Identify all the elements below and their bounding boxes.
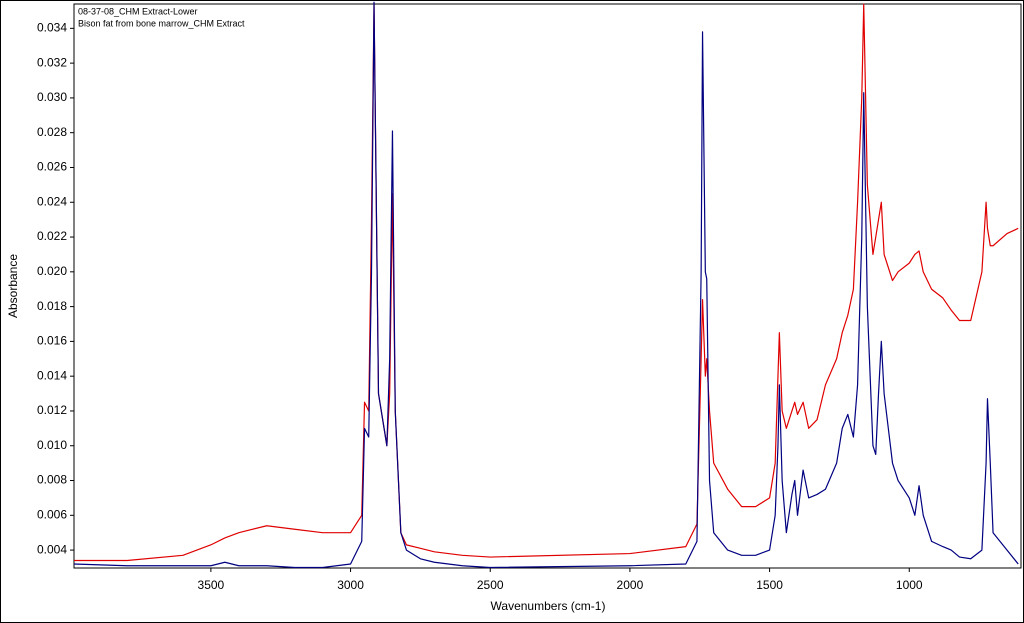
y-tick-label: 0.016: [37, 334, 67, 348]
y-tick-label: 0.034: [37, 21, 67, 35]
plot-area: [73, 3, 1022, 569]
legend-entry: Bison fat from bone marrow_CHM Extract: [78, 18, 245, 28]
y-tick-label: 0.032: [37, 55, 67, 69]
spectrum-line: [73, 1, 1019, 569]
y-tick-label: 0.012: [37, 403, 67, 417]
x-axis-label: Wavenumbers (cm-1): [491, 599, 606, 613]
x-tick-label: 2000: [617, 578, 644, 592]
y-tick-label: 0.030: [37, 90, 67, 104]
y-tick-label: 0.006: [37, 507, 67, 521]
y-tick-label: 0.028: [37, 125, 67, 139]
y-tick-label: 0.010: [37, 438, 67, 452]
y-tick-label: 0.022: [37, 229, 67, 243]
x-tick-label: 2500: [477, 578, 504, 592]
x-tick-label: 3500: [198, 578, 225, 592]
y-tick-label: 0.014: [37, 368, 67, 382]
y-tick-label: 0.026: [37, 160, 67, 174]
legend-entry: 08-37-08_CHM Extract-Lower: [78, 6, 198, 16]
x-tick-label: 1500: [756, 578, 783, 592]
y-tick-label: 0.018: [37, 299, 67, 313]
x-tick-label: 1000: [896, 578, 923, 592]
y-axis-label: Absorbance: [6, 254, 20, 318]
y-tick-label: 0.004: [37, 542, 67, 556]
y-tick-label: 0.020: [37, 264, 67, 278]
y-tick-label: 0.008: [37, 473, 67, 487]
x-tick-label: 3000: [337, 578, 364, 592]
y-tick-label: 0.024: [37, 194, 67, 208]
